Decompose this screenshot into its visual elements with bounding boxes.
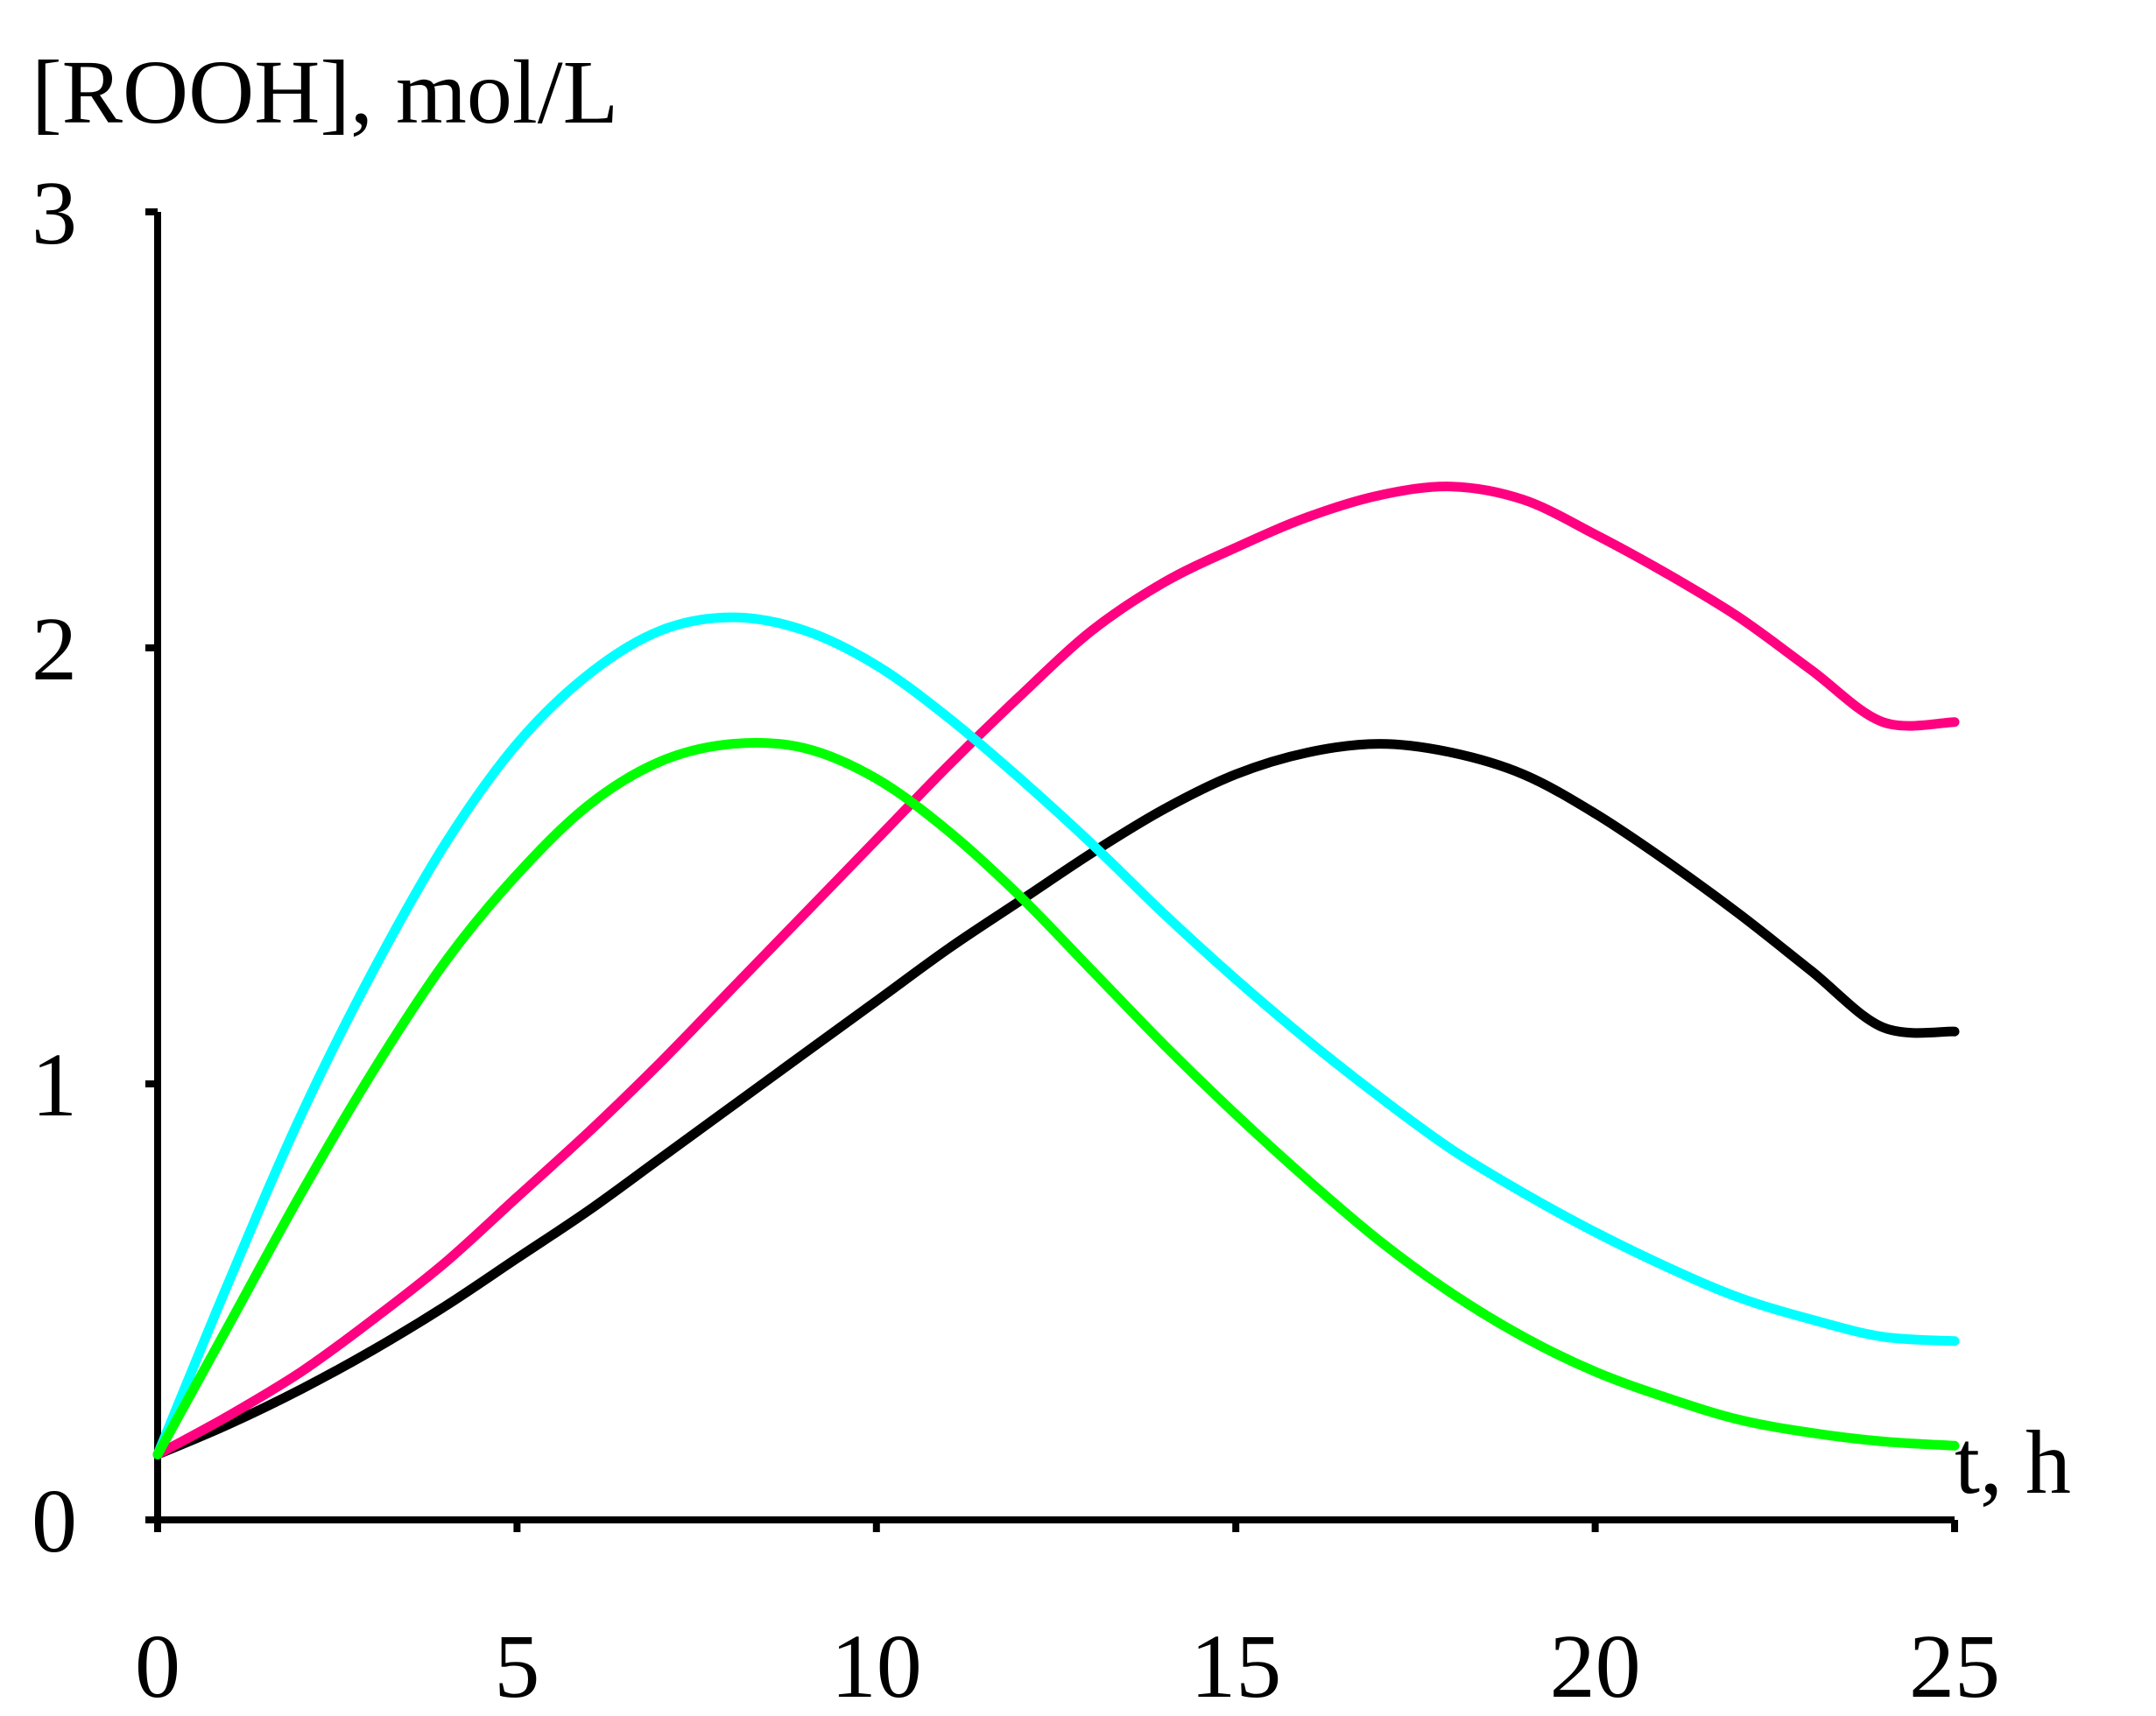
tick-labels: 0 5 10 15 20 25 0 1 2 3: [32, 163, 2000, 1716]
x-tick-label-0: 0: [135, 1616, 180, 1716]
x-tick-label-15: 15: [1190, 1616, 1281, 1716]
y-axis-title: [ROOH], mol/L: [32, 42, 618, 143]
ticks: [145, 208, 1958, 1532]
y-tick-label-2: 2: [32, 599, 77, 700]
x-tick-label-10: 10: [831, 1616, 922, 1716]
series-line-black: [152, 739, 1960, 1459]
y-tick-label-3: 3: [32, 163, 77, 264]
series-line-magenta: [152, 482, 1960, 1459]
axes: [154, 212, 1955, 1523]
x-tick-label-20: 20: [1550, 1616, 1641, 1716]
series-group: [152, 482, 1960, 1459]
y-tick-label-0: 0: [32, 1471, 77, 1572]
x-tick-label-5: 5: [494, 1616, 539, 1716]
x-axis-title: t, h: [1955, 1412, 2071, 1513]
series-line-green: [152, 737, 1960, 1459]
series-line-cyan: [152, 612, 1960, 1459]
y-tick-label-1: 1: [32, 1035, 77, 1136]
x-tick-label-25: 25: [1909, 1616, 2000, 1716]
